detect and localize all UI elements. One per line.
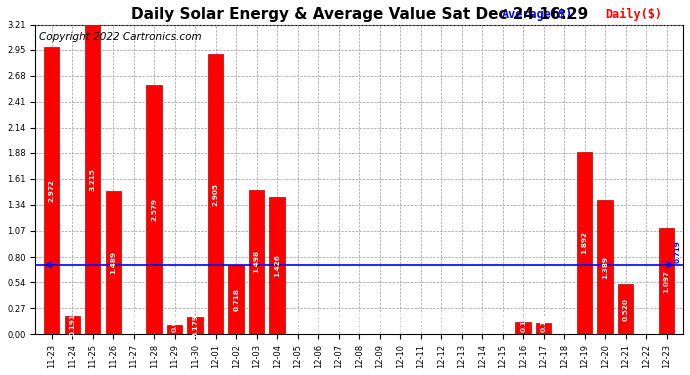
- Text: 1.892: 1.892: [582, 231, 588, 254]
- Text: 2.905: 2.905: [213, 183, 219, 206]
- Text: 0.000: 0.000: [315, 309, 321, 332]
- Text: 0.520: 0.520: [622, 298, 629, 321]
- Bar: [106, 190, 121, 334]
- Bar: [64, 316, 80, 334]
- Text: 0.179: 0.179: [193, 314, 198, 337]
- Bar: [270, 196, 285, 334]
- Bar: [515, 322, 531, 334]
- Text: Daily($): Daily($): [605, 8, 662, 21]
- Text: 1.097: 1.097: [664, 270, 670, 293]
- Text: Copyright 2022 Cartronics.com: Copyright 2022 Cartronics.com: [39, 32, 201, 42]
- Text: 0.000: 0.000: [417, 309, 424, 332]
- Text: 0.000: 0.000: [500, 309, 506, 332]
- Text: 0.000: 0.000: [459, 309, 464, 332]
- Text: 0.000: 0.000: [397, 309, 403, 332]
- Text: 2.579: 2.579: [151, 198, 157, 221]
- Text: 2.972: 2.972: [49, 179, 55, 202]
- Text: Average($): Average($): [502, 8, 573, 21]
- Bar: [249, 190, 264, 334]
- Text: 0.718: 0.718: [233, 288, 239, 311]
- Text: 0.000: 0.000: [377, 309, 383, 332]
- Bar: [577, 152, 592, 334]
- Text: 3.215: 3.215: [90, 168, 96, 190]
- Bar: [659, 228, 674, 334]
- Text: 0.000: 0.000: [643, 309, 649, 332]
- Text: 1.426: 1.426: [274, 254, 280, 277]
- Bar: [228, 265, 244, 334]
- Bar: [536, 323, 551, 334]
- Bar: [598, 200, 613, 334]
- Text: 0.191: 0.191: [69, 314, 75, 336]
- Bar: [85, 24, 100, 334]
- Bar: [188, 317, 203, 334]
- Text: 1.389: 1.389: [602, 256, 608, 279]
- Text: 0.000: 0.000: [438, 309, 444, 332]
- Text: 0.129: 0.129: [520, 309, 526, 332]
- Bar: [208, 54, 224, 334]
- Text: 0.000: 0.000: [335, 309, 342, 332]
- Text: 0.005: 0.005: [295, 309, 301, 332]
- Text: 0.000: 0.000: [479, 309, 485, 332]
- Text: 1.489: 1.489: [110, 251, 116, 274]
- Bar: [44, 48, 59, 334]
- Bar: [146, 86, 162, 334]
- Title: Daily Solar Energy & Average Value Sat Dec 24 16:29: Daily Solar Energy & Average Value Sat D…: [130, 7, 588, 22]
- Text: 0.719: 0.719: [675, 240, 681, 263]
- Text: 0.000: 0.000: [130, 309, 137, 332]
- Text: 0.096: 0.096: [172, 309, 178, 332]
- Bar: [167, 325, 182, 334]
- Text: 0.114: 0.114: [541, 309, 546, 332]
- Text: 0.000: 0.000: [561, 309, 567, 332]
- Bar: [618, 284, 633, 334]
- Text: 1.498: 1.498: [254, 251, 259, 273]
- Text: 0.000: 0.000: [356, 309, 362, 332]
